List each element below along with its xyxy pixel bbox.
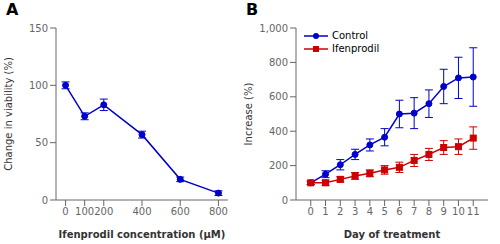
svg-text:Ifenprodil concentration (μM): Ifenprodil concentration (μM) — [59, 229, 226, 240]
svg-text:Change in viability (%): Change in viability (%) — [8, 57, 14, 171]
svg-text:11: 11 — [467, 206, 480, 217]
svg-text:1,000: 1,000 — [259, 23, 288, 34]
html-text:Control: Control — [332, 30, 369, 41]
svg-text:600: 600 — [171, 206, 190, 217]
svg-text:800: 800 — [269, 57, 288, 68]
svg-text:0: 0 — [42, 195, 48, 206]
svg-text:100: 100 — [75, 206, 94, 217]
svg-text:2: 2 — [337, 206, 343, 217]
svg-text:0: 0 — [282, 195, 288, 206]
svg-text:800: 800 — [209, 206, 228, 217]
svg-text:200: 200 — [94, 206, 113, 217]
svg-text:150: 150 — [29, 23, 48, 34]
svg-text:Day of treatment: Day of treatment — [344, 229, 441, 240]
svg-text:100: 100 — [29, 80, 48, 91]
html-text:A: A — [6, 0, 19, 19]
html-text:Ifenprodil: Ifenprodil — [332, 43, 380, 54]
svg-text:50: 50 — [35, 137, 48, 148]
svg-text:3: 3 — [352, 206, 358, 217]
svg-text:4: 4 — [367, 206, 373, 217]
svg-text:8: 8 — [426, 206, 432, 217]
svg-text:400: 400 — [132, 206, 151, 217]
svg-text:7: 7 — [411, 206, 417, 217]
svg-text:1: 1 — [322, 206, 328, 217]
svg-text:6: 6 — [396, 206, 402, 217]
svg-text:0: 0 — [62, 206, 68, 217]
svg-text:10: 10 — [452, 206, 465, 217]
svg-text:5: 5 — [381, 206, 387, 217]
svg-text:200: 200 — [269, 160, 288, 171]
svg-text:600: 600 — [269, 91, 288, 102]
svg-text:0: 0 — [308, 206, 314, 217]
svg-text:9: 9 — [441, 206, 447, 217]
svg-text:Increase (%): Increase (%) — [243, 83, 254, 146]
html-text:B: B — [246, 0, 259, 19]
svg-text:400: 400 — [269, 126, 288, 137]
